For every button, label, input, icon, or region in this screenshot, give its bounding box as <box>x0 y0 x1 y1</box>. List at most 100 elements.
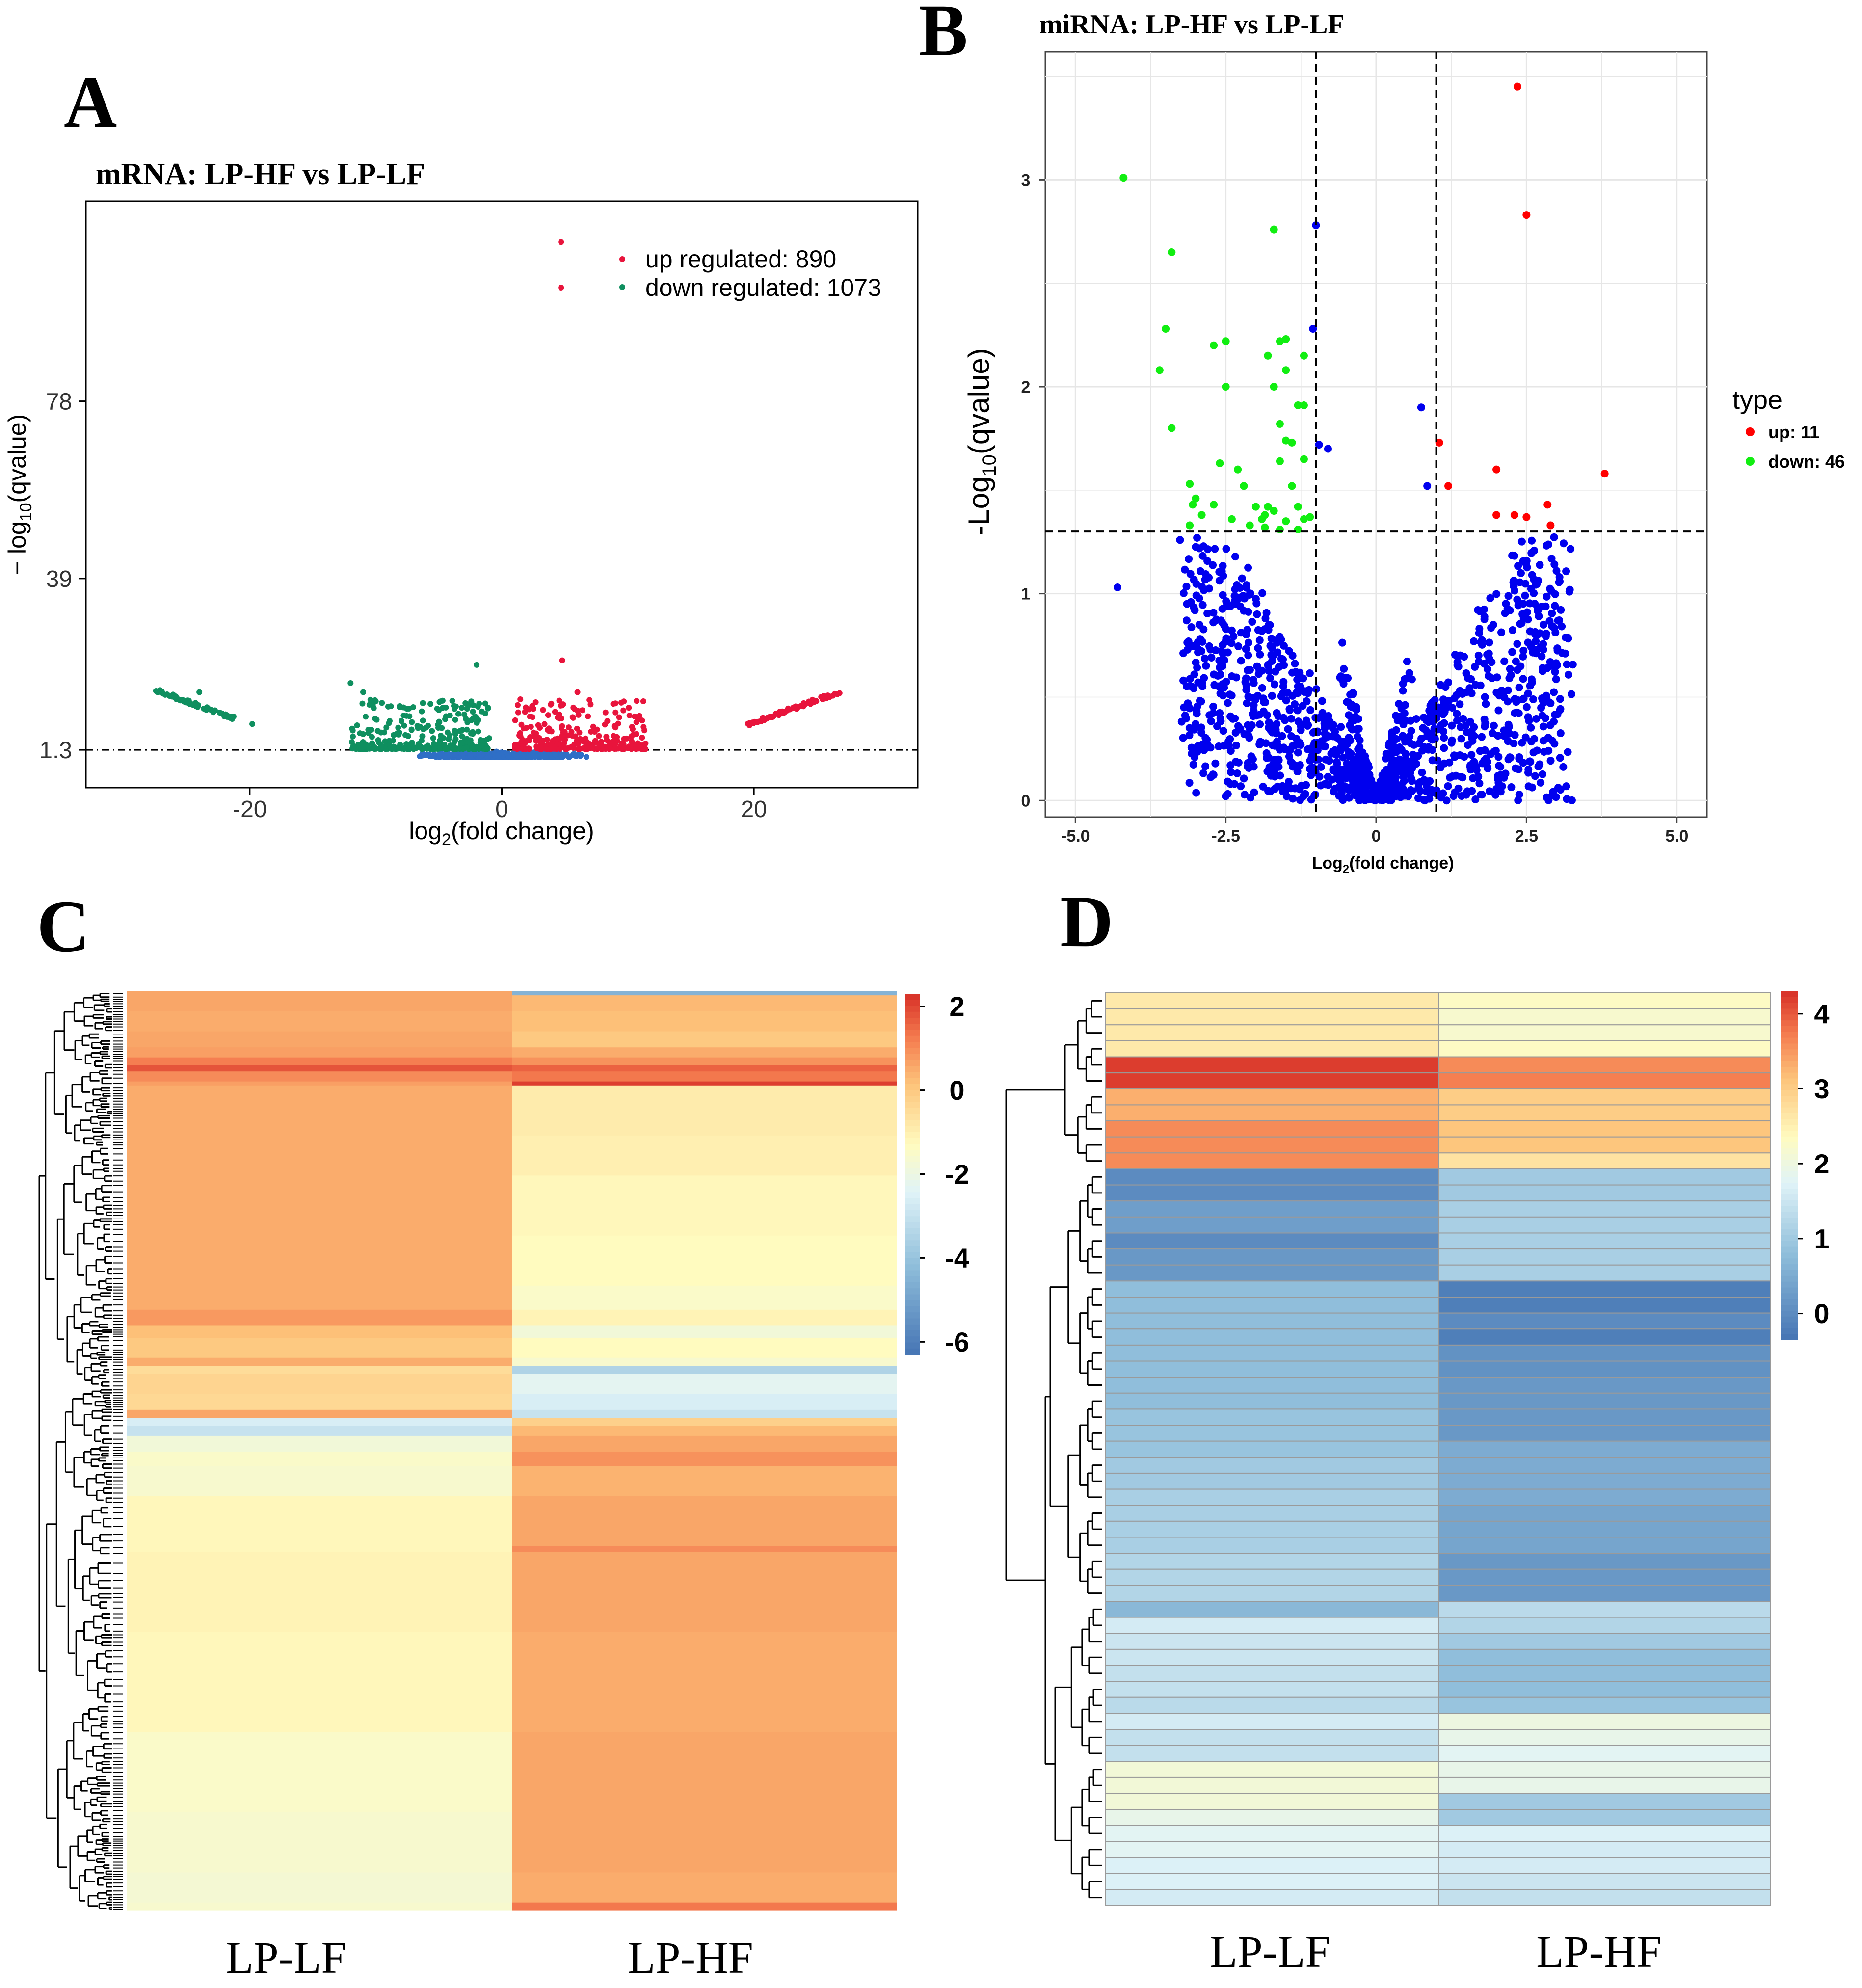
panel-c-colorbar-segment <box>905 1312 920 1319</box>
panel-b-point-ns <box>1197 697 1205 706</box>
panel-a-point-up <box>639 717 645 724</box>
panel-b-point-ns <box>1489 621 1497 629</box>
panel-b-point-ns <box>1456 700 1464 709</box>
panel-b-y-tick-label: 1 <box>1021 585 1031 604</box>
panel-b-point-ns <box>1393 712 1402 720</box>
panel-c-cell-lp-lf <box>127 1732 512 1813</box>
panel-b-point-down <box>1186 521 1194 530</box>
panel-b-point-ns <box>1453 661 1462 669</box>
panel-d-cell-lp-hf <box>1438 1297 1771 1314</box>
panel-c-cell-lp-hf <box>512 1812 897 1873</box>
panel-d-colorbar-segment <box>1781 1171 1798 1178</box>
panel-c-colorbar-segment <box>905 1324 920 1331</box>
panel-d-cell-lp-hf <box>1438 1264 1771 1282</box>
panel-b-point-down <box>1162 324 1170 333</box>
panel-a-point-up <box>570 715 576 721</box>
panel-b-point-ns <box>1553 646 1562 655</box>
panel-a-point-up <box>577 736 584 742</box>
panel-d-cell-lp-lf <box>1105 1745 1439 1762</box>
panel-b-point-ns <box>1419 724 1427 732</box>
panel-b-point-ns <box>1227 639 1236 647</box>
panel-b-point-ns <box>1329 747 1337 756</box>
panel-b-point-ns <box>1548 609 1556 617</box>
panel-b-point-ns <box>1255 636 1264 644</box>
panel-b-point-ns <box>1450 751 1458 760</box>
panel-c-cell-lp-lf <box>127 1081 512 1086</box>
panel-b-point-ns <box>1361 765 1370 773</box>
panel-c-row-dendrogram <box>38 993 123 1910</box>
panel-b-point-ns <box>1527 723 1535 732</box>
panel-d-cell-lp-hf <box>1438 1713 1771 1730</box>
panel-b-point-ns <box>1524 713 1532 721</box>
panel-b-point-ns <box>1289 795 1297 803</box>
panel-a-point-up <box>523 724 530 731</box>
panel-b-x-tick-label: 2.5 <box>1515 827 1538 846</box>
panel-c-colorbar-segment <box>905 1282 920 1289</box>
panel-d-cell-lp-hf <box>1438 1392 1771 1410</box>
panel-b-point-ns <box>1506 665 1514 673</box>
panel-b-point-ns <box>1202 662 1210 670</box>
panel-b-point-ns <box>1190 670 1198 679</box>
panel-d-cell-lp-hf <box>1438 1344 1771 1362</box>
panel-b-point-ns <box>1552 567 1561 575</box>
panel-a-point-ns <box>583 754 589 760</box>
panel-b-point-ns <box>1546 757 1555 765</box>
panel-b-point-ns <box>1214 671 1222 680</box>
panel-b-point-down <box>1234 465 1242 474</box>
panel-d-cell-lp-hf <box>1438 1648 1771 1666</box>
panel-d-colorbar-segment <box>1781 1026 1798 1033</box>
panel-b-point-ns <box>1193 533 1201 542</box>
panel-a-point-up <box>602 709 609 716</box>
panel-a-point-down <box>396 729 402 736</box>
panel-c-colorbar-segment <box>905 1186 920 1193</box>
panel-a-point-down <box>359 700 366 707</box>
panel-c-cell-lp-lf <box>127 1366 512 1374</box>
panel-b-point-ns <box>1337 723 1345 731</box>
panel-a-point-up <box>577 745 584 752</box>
panel-c-cell-lp-hf <box>512 1285 897 1310</box>
panel-a-point-down <box>456 728 463 734</box>
panel-d-cell-lp-hf <box>1438 1457 1771 1474</box>
panel-a-point-down <box>430 735 436 741</box>
panel-d-colorbar-segment <box>1781 1275 1798 1282</box>
panel-a-point-down <box>473 714 479 720</box>
panel-a-point-up <box>612 746 618 752</box>
panel-a-point-down <box>360 731 367 737</box>
panel-b-point-ns <box>1476 681 1485 689</box>
panel-a-point-up <box>544 746 550 752</box>
panel-b-point-ns <box>1516 620 1524 628</box>
panel-d-column-label-lp-lf: LP-LF <box>1210 1927 1330 1977</box>
panel-b-point-ns <box>1222 634 1230 642</box>
panel-c-cell-lp-lf <box>127 1135 512 1176</box>
panel-a-point-down <box>360 689 366 695</box>
panel-b-point-ns <box>1287 758 1295 766</box>
panel-b-point-ns <box>1457 735 1465 743</box>
panel-d-cell-lp-hf <box>1438 1488 1771 1506</box>
panel-a-point-ns <box>436 754 443 760</box>
panel-d-cell-lp-hf <box>1438 1120 1771 1138</box>
panel-b-point-ns <box>1207 654 1216 662</box>
panel-b-point-ns <box>1203 545 1212 554</box>
panel-a-point-down <box>401 722 407 729</box>
panel-b-point-ns <box>1404 789 1412 797</box>
panel-c-cell-lp-lf <box>127 1065 512 1072</box>
panel-d-cell-lp-hf <box>1438 1040 1771 1058</box>
panel-b-point-ns <box>1494 706 1503 715</box>
panel-c-colorbar-segment <box>905 1348 920 1355</box>
panel-b-point-ns <box>1237 782 1245 791</box>
panel-b-point-ns <box>1232 742 1240 750</box>
panel-c-cell-lp-hf <box>512 1435 897 1453</box>
panel-b-point-ns <box>1542 630 1550 638</box>
panel-b-point-ns <box>1407 740 1415 748</box>
panel-b-point-ns <box>1293 675 1302 684</box>
panel-b-point-ns <box>1568 690 1576 698</box>
panel-b-point-ns <box>1485 638 1493 647</box>
panel-c-cell-lp-lf <box>127 1071 512 1082</box>
panel-b-point-ns <box>1458 792 1466 800</box>
panel-b-point-ns <box>1475 629 1483 637</box>
panel-a-point-down <box>372 716 378 722</box>
panel-d-colorbar-segment <box>1781 1194 1798 1201</box>
panel-c-colorbar-segment <box>905 1180 920 1187</box>
panel-d-cell-lp-lf <box>1105 1488 1439 1506</box>
panel-d-cell-lp-hf <box>1438 1088 1771 1106</box>
